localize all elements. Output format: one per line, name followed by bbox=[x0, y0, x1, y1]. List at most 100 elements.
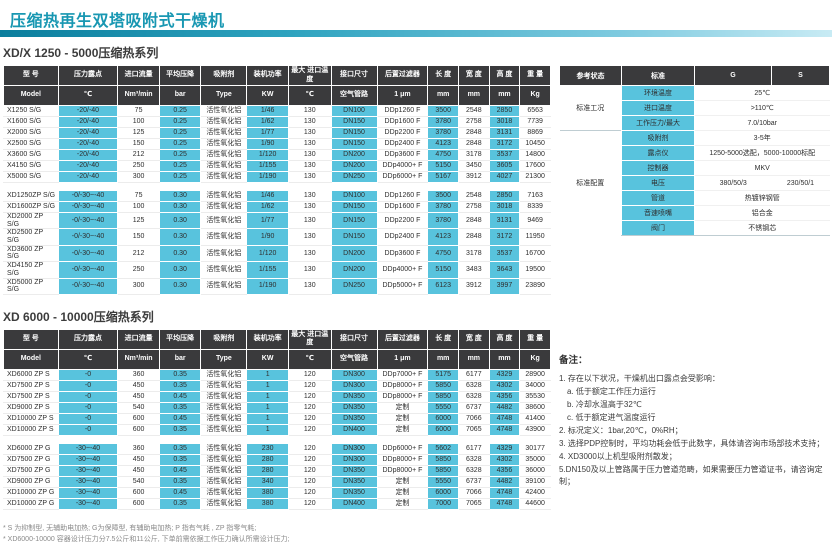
data-cell: 2848 bbox=[458, 138, 490, 150]
unit-row: Model ℃ Nm³/min bar Type KW ℃ 空气管路 1 μm mm mm mm Kg bbox=[3, 348, 551, 370]
data-cell: DN200 bbox=[330, 149, 378, 161]
table-row: X2500 S/G -20/-40 150 0.25 活性氧化铝 1/90 130 DN150… bbox=[3, 138, 551, 150]
data-cell: 0.35 bbox=[158, 497, 202, 510]
data-cell: 600 bbox=[117, 497, 160, 510]
model-cell: X4150 S/G bbox=[3, 160, 59, 172]
group-gap-cell bbox=[3, 182, 551, 191]
data-cell: 4356 bbox=[488, 464, 521, 477]
data-cell: 130 bbox=[287, 149, 332, 161]
data-cell: 6123 bbox=[427, 277, 459, 295]
data-cell: 120 bbox=[287, 475, 332, 488]
data-cell: 34000 bbox=[519, 379, 551, 392]
data-cell: 2850 bbox=[488, 190, 521, 202]
data-cell: 活性氧化铝 bbox=[200, 244, 248, 263]
data-cell: 36000 bbox=[519, 464, 551, 477]
data-cell: DDp2400 F bbox=[376, 228, 429, 246]
data-cell: DN150 bbox=[330, 228, 378, 246]
data-cell: 0.30 bbox=[158, 190, 202, 202]
data-cell: 130 bbox=[287, 105, 332, 117]
data-cell: 活性氧化铝 bbox=[200, 160, 248, 172]
data-cell: 2848 bbox=[458, 228, 490, 246]
data-cell: 44600 bbox=[519, 497, 551, 510]
reference-column: 参考状态 标准 G S 标准工况 环境温度 25℃ 进口温度 >110℃ 工作压力/最大 7.0/1… bbox=[558, 64, 831, 489]
data-cell: 360 bbox=[117, 442, 160, 455]
data-cell: -0/-30~-40 bbox=[57, 261, 119, 279]
note-item: 1. 存在以下状况，干燥机出口露点会受影响： bbox=[559, 374, 720, 383]
unit-cell: Kg bbox=[519, 85, 551, 106]
data-cell: -30~-40 bbox=[57, 464, 119, 477]
table-row: X3600 S/G -20/-40 212 0.25 活性氧化铝 1/120 130 DN20… bbox=[3, 149, 551, 161]
spec-value-cell: 3-5年 bbox=[694, 130, 830, 146]
data-cell: 活性氧化铝 bbox=[200, 453, 248, 466]
model-cell: XD10000 ZP S bbox=[3, 423, 59, 436]
data-cell: 1 bbox=[246, 379, 289, 392]
data-cell: DDp1600 F bbox=[376, 201, 429, 213]
data-cell: 212 bbox=[117, 149, 160, 161]
data-cell: 5150 bbox=[427, 261, 459, 279]
data-cell: DDp6000+ F bbox=[376, 171, 429, 183]
table-row: XD1600ZP S/G -0/-30~-40 100 0.30 活性氧化铝 1/62 13… bbox=[3, 201, 551, 213]
footnote-line: * XD6000-10000 容器设计压力分7.5公斤和11公斤, 下单前需依据… bbox=[3, 536, 290, 544]
data-cell: 2548 bbox=[458, 190, 490, 202]
data-cell: 1/77 bbox=[246, 211, 289, 230]
data-cell: -20/-40 bbox=[57, 116, 119, 128]
table-row: XD9000 ZP G -30~-40 540 0.35 活性氧化铝 340 120 DN35… bbox=[3, 475, 551, 488]
column-header-cell: 最大 进口温度 bbox=[287, 65, 332, 86]
data-cell: 130 bbox=[287, 190, 332, 202]
data-cell: 3178 bbox=[458, 244, 490, 263]
data-cell: 1 bbox=[246, 401, 289, 414]
data-cell: 28900 bbox=[519, 368, 551, 381]
notes-block: 备注： 1. 存在以下状况，干燥机出口露点会受影响： a. 低于额定工作压力运行 b… bbox=[559, 352, 827, 488]
data-cell: -20/-40 bbox=[57, 138, 119, 150]
table-row: X5000 S/G -20/-40 300 0.25 活性氧化铝 1/190 130 DN25… bbox=[3, 171, 551, 183]
spec-name-cell: 电压 bbox=[621, 175, 695, 191]
data-cell: 5850 bbox=[427, 453, 459, 466]
data-cell: 2848 bbox=[458, 211, 490, 230]
data-cell: -20/-40 bbox=[57, 149, 119, 161]
title-gradient-bar bbox=[0, 30, 832, 37]
data-cell: DN350 bbox=[330, 464, 378, 477]
spec-name-cell: 环境温度 bbox=[621, 85, 695, 101]
data-cell: 7065 bbox=[458, 497, 490, 510]
data-cell: DDp7000+ F bbox=[376, 368, 429, 381]
note-item: 3. 选择PDP控制时，平均功耗会低于此数字，具体请咨询市场部技术支持； bbox=[559, 439, 825, 448]
series-table-6000-10000: 型 号压力露点 进口流量 平均压降 吸附剂 装机功率 最大 进口温度 接口尺寸 后置过滤器长 … bbox=[3, 328, 551, 510]
data-cell: -20/-40 bbox=[57, 160, 119, 172]
data-cell: 定制 bbox=[376, 497, 429, 510]
data-cell: 0.45 bbox=[158, 412, 202, 425]
data-cell: DDp5000+ F bbox=[376, 277, 429, 295]
data-cell: 7000 bbox=[427, 497, 459, 510]
spec-row: 进口温度 >110℃ bbox=[560, 100, 830, 116]
data-cell: 300 bbox=[117, 277, 160, 295]
data-cell: 活性氧化铝 bbox=[200, 475, 248, 488]
note-item: c. 低于额定进气温度运行 bbox=[567, 413, 656, 422]
spec-value-cell: 25℃ bbox=[694, 85, 830, 101]
data-cell: -0 bbox=[57, 368, 119, 381]
data-cell: 2758 bbox=[458, 201, 490, 213]
data-cell: 450 bbox=[117, 453, 160, 466]
data-cell: 9469 bbox=[519, 211, 551, 230]
data-cell: 39100 bbox=[519, 475, 551, 488]
spec-row: 音速喷嘴 铝合金 bbox=[560, 205, 830, 221]
unit-cell: mm bbox=[458, 348, 490, 370]
data-cell: 3537 bbox=[488, 149, 521, 161]
data-cell: DN250 bbox=[330, 171, 378, 183]
column-header-cell: 装机功率 bbox=[246, 65, 289, 86]
unit-row: Model ℃ Nm³/min bar Type KW ℃ 空气管路 1 μm mm mm mm Kg bbox=[3, 85, 551, 106]
column-header-cell: 进口流量 bbox=[117, 65, 160, 86]
model-cell: X5000 S/G bbox=[3, 171, 59, 183]
data-cell: 活性氧化铝 bbox=[200, 228, 248, 246]
data-cell: 17600 bbox=[519, 160, 551, 172]
table-row: XD7500 ZP G -30~-40 450 0.45 活性氧化铝 280 120 DN35… bbox=[3, 464, 551, 477]
data-cell: 0.25 bbox=[158, 160, 202, 172]
model-cell: XD4150 ZP S/G bbox=[3, 261, 59, 279]
data-cell: 3172 bbox=[488, 138, 521, 150]
model-cell: XD7500 ZP G bbox=[3, 464, 59, 477]
table-row: XD10000 ZP G -30~-40 600 0.45 活性氧化铝 380 120 DN3… bbox=[3, 486, 551, 499]
unit-cell: ℃ bbox=[57, 348, 119, 370]
data-cell: 120 bbox=[287, 401, 332, 414]
column-header-cell: 长 度 bbox=[427, 328, 459, 350]
spec-name-cell: 露点仪 bbox=[621, 145, 695, 161]
data-cell: 38600 bbox=[519, 401, 551, 414]
data-cell: 130 bbox=[287, 171, 332, 183]
